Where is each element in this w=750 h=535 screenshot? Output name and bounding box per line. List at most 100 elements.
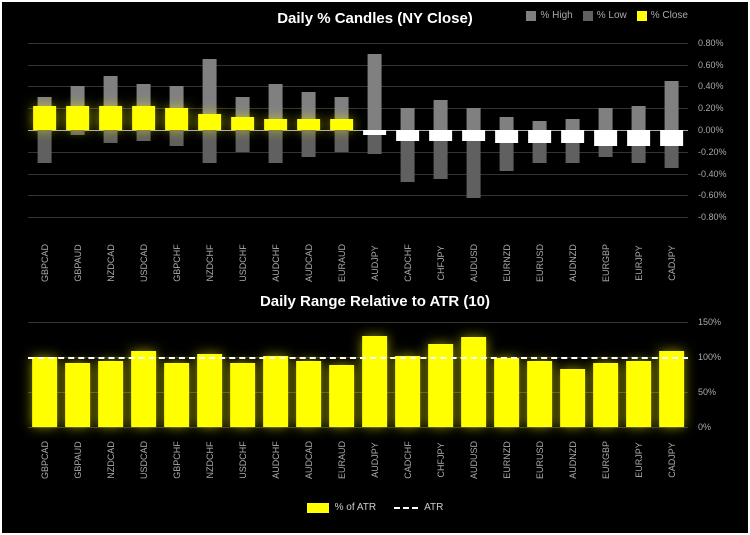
y-tick-label: 50%: [698, 387, 716, 397]
y-tick-label: 150%: [698, 317, 721, 327]
x-tick-label: EURAUD: [337, 244, 347, 282]
x-tick-label: GBPCAD: [40, 244, 50, 282]
low-bar: [103, 130, 118, 143]
gridline: [28, 322, 688, 323]
chart-frame: Daily % Candles (NY Close) % High % Low …: [0, 0, 750, 535]
y-tick-label: 0.00%: [698, 125, 724, 135]
top-legend: % High % Low % Close: [526, 10, 688, 21]
low-bar: [37, 130, 52, 163]
atr-bar: [32, 357, 58, 427]
x-tick-label: CADCHF: [403, 244, 413, 282]
x-tick-label: AUDUSD: [469, 441, 479, 479]
atr-bar: [98, 361, 124, 428]
atr-bar: [395, 356, 421, 427]
top-plot-area: [28, 32, 688, 228]
y-tick-label: 0.60%: [698, 60, 724, 70]
legend-label: % of ATR: [335, 502, 377, 513]
x-tick-label: AUDNZD: [568, 244, 578, 282]
y-tick-label: 0.20%: [698, 103, 724, 113]
candle-column: [127, 32, 160, 228]
x-tick-label: CADCHF: [403, 441, 413, 479]
x-tick-label: USDCAD: [139, 441, 149, 479]
candle-column: [28, 32, 61, 228]
x-tick-label: GBPAUD: [73, 244, 83, 281]
close-bar: [66, 106, 90, 130]
close-bar: [594, 130, 618, 146]
y-tick-label: 0%: [698, 422, 711, 432]
high-bar: [499, 117, 514, 130]
x-tick-label: NZDCAD: [106, 441, 116, 479]
candle-column: [457, 32, 490, 228]
x-tick-label: CHFJPY: [436, 245, 446, 280]
atr-bar: [527, 361, 553, 428]
x-tick-label: NZDCHF: [205, 442, 215, 479]
atr-bar: [659, 351, 685, 427]
candle-column: [622, 32, 655, 228]
close-bar: [99, 106, 123, 130]
low-bar: [70, 130, 85, 135]
candle-column: [325, 32, 358, 228]
high-bar: [367, 54, 382, 130]
legend-swatch-close: [637, 11, 647, 21]
close-bar: [462, 130, 486, 141]
x-tick-label: CADJPY: [667, 245, 677, 281]
high-bar: [565, 119, 580, 130]
legend-label-high: % High: [540, 10, 572, 21]
x-tick-label: USDCHF: [238, 441, 248, 479]
legend-label-low: % Low: [597, 10, 627, 21]
close-bar: [627, 130, 651, 146]
y-tick-label: -0.40%: [698, 169, 727, 179]
close-bar: [528, 130, 552, 143]
legend-dash: [394, 507, 418, 509]
candle-column: [94, 32, 127, 228]
x-tick-label: AUDCAD: [304, 441, 314, 479]
atr-bar: [164, 363, 190, 427]
high-bar: [466, 108, 481, 130]
x-tick-label: EURUSD: [535, 244, 545, 282]
x-tick-label: NZDCHF: [205, 245, 215, 282]
atr-reference-line: [28, 357, 688, 359]
candle-column: [424, 32, 457, 228]
x-tick-label: CADJPY: [667, 442, 677, 478]
low-bar: [235, 130, 250, 152]
legend-item-low: % Low: [583, 10, 627, 21]
x-tick-label: GBPAUD: [73, 441, 83, 478]
x-tick-label: EURJPY: [634, 245, 644, 281]
candle-column: [523, 32, 556, 228]
candle-column: [655, 32, 688, 228]
x-tick-label: AUDUSD: [469, 244, 479, 282]
gridline: [28, 427, 688, 428]
bottom-chart: Daily Range Relative to ATR (10) 150%100…: [10, 293, 740, 517]
x-tick-label: AUDCHF: [271, 441, 281, 479]
top-y-axis: 0.80%0.60%0.40%0.20%0.00%-0.20%-0.40%-0.…: [692, 32, 740, 228]
candle-column: [61, 32, 94, 228]
low-bar: [301, 130, 316, 157]
legend-label-close: % Close: [651, 10, 688, 21]
close-bar: [165, 108, 189, 130]
atr-bar: [494, 358, 520, 427]
x-tick-label: AUDNZD: [568, 441, 578, 479]
low-bar: [334, 130, 349, 152]
high-bar: [598, 108, 613, 130]
bottom-legend: % of ATRATR: [10, 502, 740, 513]
high-bar: [433, 100, 448, 130]
atr-bar: [626, 361, 652, 428]
close-bar: [363, 130, 387, 135]
close-bar: [297, 119, 321, 130]
low-bar: [268, 130, 283, 163]
high-bar: [400, 108, 415, 130]
y-tick-label: 0.80%: [698, 38, 724, 48]
atr-bar: [560, 369, 586, 427]
x-tick-label: AUDJPY: [370, 245, 380, 281]
atr-bar: [362, 336, 388, 427]
x-tick-label: EURAUD: [337, 441, 347, 479]
low-bar: [136, 130, 151, 141]
x-tick-label: AUDCAD: [304, 244, 314, 282]
y-tick-label: -0.20%: [698, 147, 727, 157]
close-bar: [429, 130, 453, 141]
x-tick-label: EURUSD: [535, 441, 545, 479]
candle-column: [589, 32, 622, 228]
atr-bar: [65, 363, 91, 427]
atr-bar: [461, 337, 487, 427]
atr-bar: [263, 356, 289, 427]
